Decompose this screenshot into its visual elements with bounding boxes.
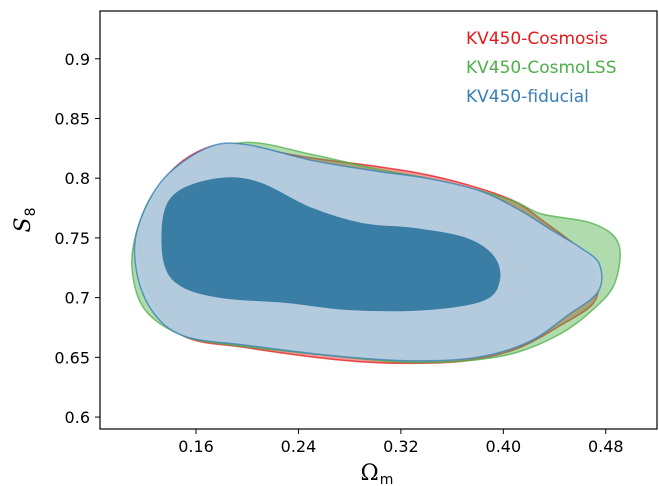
x-tick-label: 0.32 — [383, 437, 419, 456]
y-tick-label: 0.85 — [54, 109, 90, 128]
y-tick-label: 0.6 — [65, 408, 90, 427]
x-tick-label: 0.16 — [178, 437, 214, 456]
y-axis-label-sub: 8 — [23, 208, 39, 217]
y-axis-label-main: S — [11, 217, 36, 232]
legend-entry-kv450-cosmolss: KV450-CosmoLSS — [466, 58, 617, 78]
x-tick-label: 0.48 — [588, 437, 624, 456]
y-tick-label: 0.8 — [65, 169, 90, 188]
y-axis-label: S8 — [11, 208, 39, 233]
contour-inner-kv450-fiducial — [161, 177, 501, 312]
legend-entry-kv450-fiducial: KV450-fiducial — [466, 87, 589, 107]
x-axis-label-sub: m — [380, 472, 394, 486]
x-axis-label: Ωm — [361, 461, 394, 486]
y-tick-label: 0.65 — [54, 348, 90, 367]
x-axis-label-main: Ω — [361, 461, 379, 486]
y-tick-label: 0.75 — [54, 229, 90, 248]
y-tick-label: 0.7 — [65, 289, 90, 308]
contour-layer — [131, 141, 621, 365]
x-tick-label: 0.40 — [486, 437, 522, 456]
legend: KV450-Cosmosis KV450-CosmoLSS KV450-fiduci… — [466, 29, 617, 107]
y-tick-label: 0.9 — [65, 50, 90, 69]
x-tick-label: 0.24 — [281, 437, 317, 456]
legend-entry-kv450-cosmosis: KV450-Cosmosis — [466, 29, 608, 49]
tick-layer: 0.16 0.24 0.32 0.40 0.48 0.6 0.65 0.7 0.75 0.8 0.8… — [54, 50, 623, 456]
plot-frame — [99, 10, 658, 430]
